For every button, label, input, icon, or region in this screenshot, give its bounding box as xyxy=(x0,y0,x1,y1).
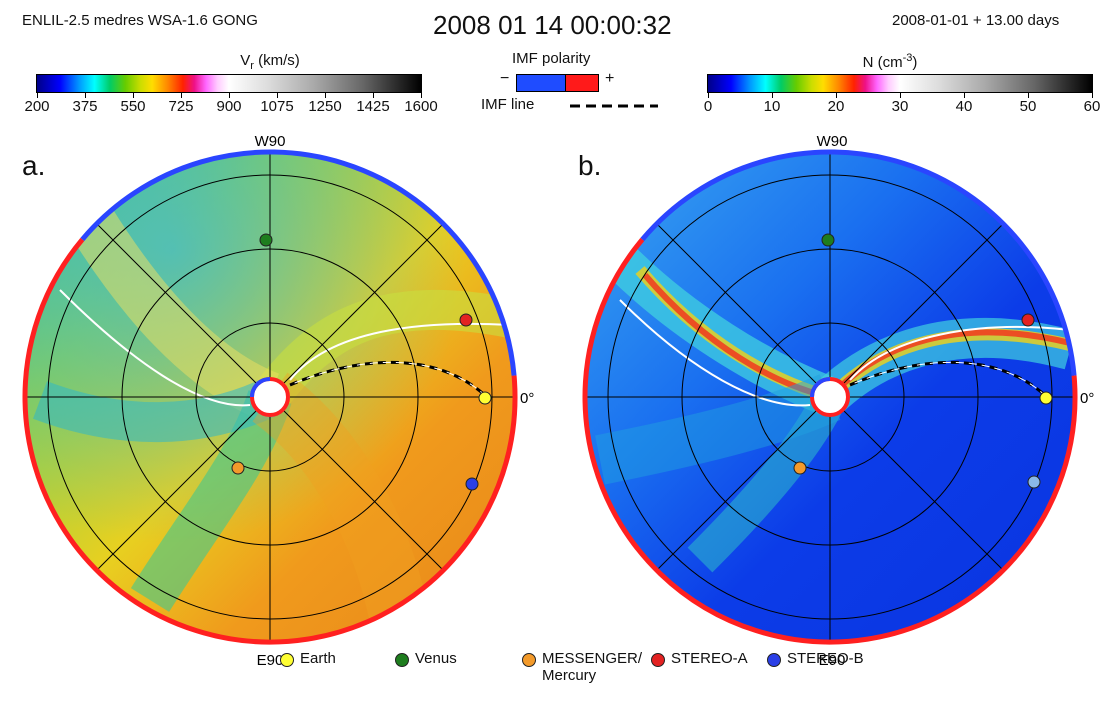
vr-ticks-label: 1425 xyxy=(356,98,390,115)
vr-ticks-mark xyxy=(85,93,86,98)
panel-b-label: b. xyxy=(578,150,602,181)
legend-marker-icon xyxy=(522,653,536,667)
vr-ticks-label: 725 xyxy=(168,98,194,115)
vr-ticks-label: 200 xyxy=(24,98,50,115)
vr-ticks-mark xyxy=(421,93,422,98)
vr-ticks-label: 1600 xyxy=(404,98,438,115)
panel-a-top-label: W90 xyxy=(255,133,286,150)
legend-item: Venus xyxy=(395,650,457,667)
n-ticks-mark xyxy=(836,93,837,98)
panel-a-markers xyxy=(231,233,492,491)
imf-polarity-title: IMF polarity xyxy=(512,50,591,67)
vr-ticks-mark xyxy=(277,93,278,98)
imf-line-label: IMF line xyxy=(481,96,535,113)
legend-marker-icon xyxy=(280,653,294,667)
panel-b-messenger-marker xyxy=(793,461,807,475)
legend-item: MESSENGER/Mercury xyxy=(522,650,642,684)
vr-colorbar xyxy=(36,74,422,93)
panel-a-label: a. xyxy=(22,150,46,181)
panel-b-polarity-rim xyxy=(582,149,1078,645)
timestamp-title: 2008 01 14 00:00:32 xyxy=(433,10,672,40)
n-ticks-label: 40 xyxy=(955,98,973,115)
vr-ticks-label: 900 xyxy=(216,98,242,115)
legend-label: STEREO-A xyxy=(671,650,748,667)
vr-ticks-label: 550 xyxy=(120,98,146,115)
legend-item: Earth xyxy=(280,650,336,667)
panel-b-stereo-a-marker xyxy=(1021,313,1035,327)
legend-item: STEREO-B xyxy=(767,650,864,667)
panel-a-imf-line-white xyxy=(289,361,491,401)
n-ticks-label: 10 xyxy=(763,98,781,115)
vr-ticks-mark xyxy=(325,93,326,98)
legend-label: STEREO-B xyxy=(787,650,864,667)
n-ticks-label: 30 xyxy=(891,98,909,115)
panel-b-venus-marker xyxy=(821,233,835,247)
vr-ticks-mark xyxy=(37,93,38,98)
elapsed-time: 2008-01-01 + 13.00 days xyxy=(892,12,1060,29)
n-ticks-mark xyxy=(964,93,965,98)
imf-minus-sign: − xyxy=(500,70,510,87)
n-ticks-mark xyxy=(1028,93,1029,98)
panel-a-stereo-a-marker xyxy=(459,313,473,327)
panel-b-top-label: W90 xyxy=(817,133,848,150)
vr-ticks-mark xyxy=(133,93,134,98)
polarity-rim-segment xyxy=(640,149,1077,376)
vr-ticks-mark xyxy=(229,93,230,98)
legend-label: Earth xyxy=(300,650,336,667)
n-ticks-label: 20 xyxy=(827,98,845,115)
panel-b-imf-line-white xyxy=(849,361,1051,401)
panel-a-earth-marker xyxy=(478,391,492,405)
density-colorbar-title: N (cm-3) xyxy=(862,52,918,71)
panel-a-bottom-label: E90 xyxy=(257,652,284,669)
density-colorbar xyxy=(707,74,1093,93)
model-title: ENLIL-2.5 medres WSA-1.6 GONG xyxy=(22,12,258,29)
polarity-rim-segment xyxy=(582,237,1078,645)
legend-label: Venus xyxy=(415,650,457,667)
imf-line-sample xyxy=(570,104,658,108)
panel-b-earth-marker xyxy=(1039,391,1053,405)
panel-b-markers xyxy=(793,233,1053,489)
panel-b-bottom-label: E90 xyxy=(819,652,846,669)
panel-b-sun xyxy=(810,377,850,417)
legend-label: MESSENGER/Mercury xyxy=(542,650,643,684)
imf-positive-swatch xyxy=(565,74,599,92)
legend-marker-icon xyxy=(767,653,781,667)
vr-ticks-mark xyxy=(373,93,374,98)
polarity-rim-segment xyxy=(80,149,517,376)
n-ticks-mark xyxy=(900,93,901,98)
imf-plus-sign: + xyxy=(605,70,615,87)
panel-b-right-label: 0° xyxy=(1080,390,1094,407)
legend-marker-icon xyxy=(395,653,409,667)
legend-item: STEREO-A xyxy=(651,650,748,667)
n-ticks-mark xyxy=(708,93,709,98)
panel-a-polarity-rim xyxy=(22,149,518,645)
vr-ticks-label: 1075 xyxy=(260,98,294,115)
panel-a-stereo-b-marker xyxy=(465,477,479,491)
legend-marker-icon xyxy=(651,653,665,667)
vr-colorbar-title: Vr (km/s) xyxy=(240,52,300,72)
vr-ticks-mark xyxy=(181,93,182,98)
panel-a-messenger-marker xyxy=(231,461,245,475)
n-ticks-label: 60 xyxy=(1083,98,1101,115)
vr-ticks-label: 375 xyxy=(72,98,98,115)
panel-b-stereo-b-marker xyxy=(1027,475,1041,489)
panel-a-sun xyxy=(250,377,290,417)
vr-ticks-label: 1250 xyxy=(308,98,342,115)
n-ticks-mark xyxy=(1092,93,1093,98)
panel-a-right-label: 0° xyxy=(520,390,534,407)
panel-a-venus-marker xyxy=(259,233,273,247)
n-ticks-label: 0 xyxy=(703,98,713,115)
n-ticks-label: 50 xyxy=(1019,98,1037,115)
n-ticks-mark xyxy=(772,93,773,98)
polarity-rim-segment xyxy=(22,237,518,645)
